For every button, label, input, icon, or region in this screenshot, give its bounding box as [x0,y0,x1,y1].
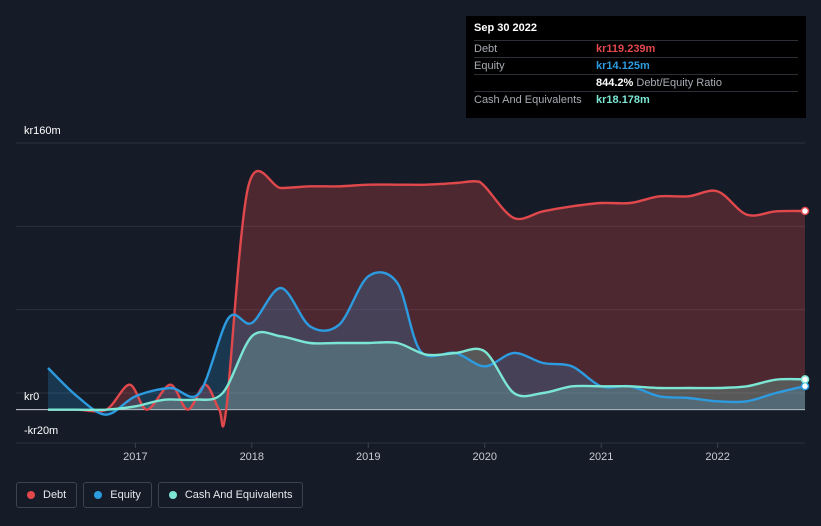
tooltip-suffix: Debt/Equity Ratio [636,77,722,89]
area-equity [48,272,805,415]
x-tick-label: 2021 [589,451,613,463]
line-debt [48,169,806,428]
tooltip-label: Cash And Equivalents [474,94,582,106]
tooltip: Sep 30 2022 Debt kr119.239m Equity kr14.… [466,16,806,118]
tooltip-label: Equity [474,60,505,72]
x-tick-label: 2019 [356,451,380,463]
end-point-cash-and-equivalents [800,375,810,384]
line-equity [47,271,806,416]
tooltip-value: kr119.239m [596,43,656,55]
y-tick-label-zero: kr0 [24,391,40,403]
line-cash-and-equivalents [48,330,806,412]
legend-dot-icon [27,491,35,499]
end-point-equity [800,381,810,391]
x-tick-label: 2022 [705,451,729,463]
legend-dot-icon [168,491,177,499]
legend-item-debt[interactable]: Debt [16,482,78,508]
x-tick-label: 2017 [123,451,147,463]
x-tick-label: 2020 [472,451,496,463]
x-tick-label: 2018 [240,451,264,463]
legend-item-equity[interactable]: Equity [83,482,152,508]
legend-label: Cash And Equivalents [184,489,293,501]
legend-dot-icon [94,491,103,499]
legend-label: Equity [110,489,141,501]
y-tick-label-max: kr160m [24,125,61,137]
series-lines [47,169,806,428]
tooltip-row-ratio: 844.2% Debt/Equity Ratio [474,74,798,91]
x-axis-ticks: 2017 2018 2019 2020 2021 2022 [123,443,730,463]
legend-label: Debt [43,489,67,501]
end-markers [800,206,810,391]
y-tick-label-min: -kr20m [24,425,59,437]
tooltip-label: Debt [474,43,498,55]
tooltip-row-cash: Cash And Equivalents kr18.178m [474,91,798,108]
tooltip-date: Sep 30 2022 [474,22,537,34]
tooltip-row-debt: Debt kr119.239m [474,40,798,57]
area-cash-and-equivalents [48,332,805,410]
legend: Debt Equity Cash And Equivalents [16,482,304,508]
tooltip-value: 844.2% [596,77,634,89]
end-point-debt [800,206,810,216]
tooltip-value: kr14.125m [596,60,650,72]
tooltip-value: kr18.178m [596,94,650,106]
legend-item-cash[interactable]: Cash And Equivalents [157,482,304,508]
tooltip-row-equity: Equity kr14.125m [474,57,798,74]
